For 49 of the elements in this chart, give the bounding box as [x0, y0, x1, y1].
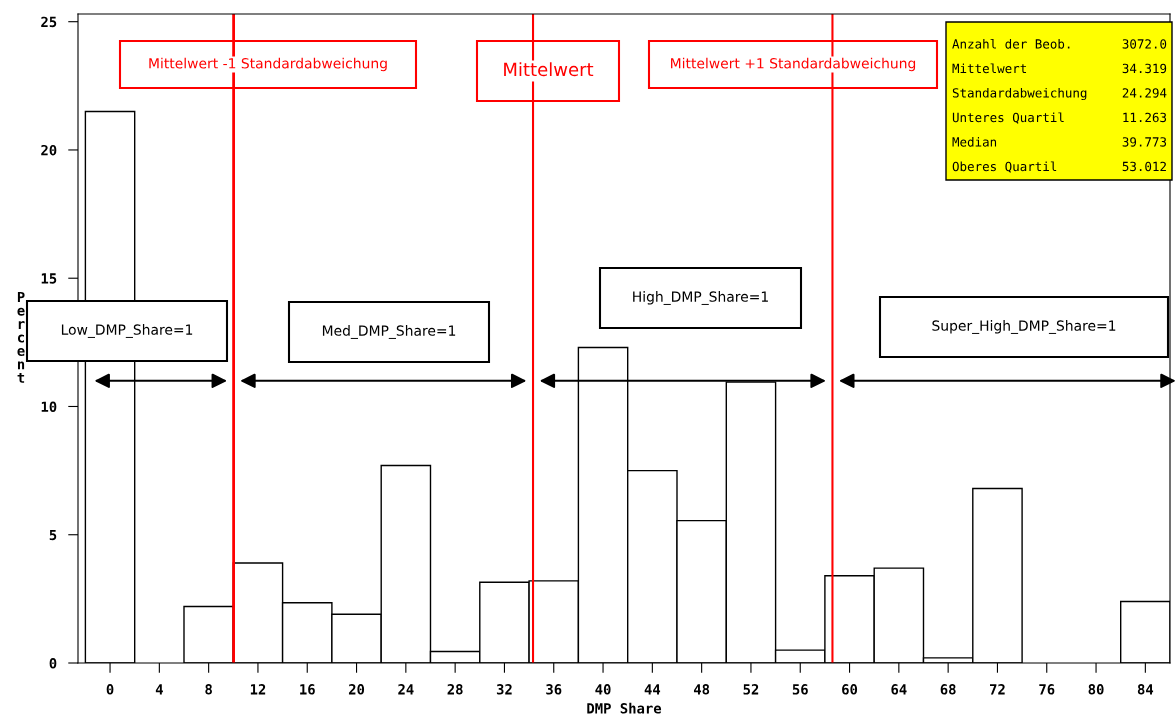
- annotation: 53.012: [1122, 161, 1166, 172]
- x-tick-label: 20: [348, 684, 365, 695]
- y-tick-label: 5: [49, 529, 57, 541]
- y-tick-label: 20: [41, 144, 57, 156]
- x-tick-label: 48: [693, 684, 710, 695]
- annotation: 39.773: [1122, 137, 1167, 147]
- x-tick-label: 16: [300, 684, 315, 695]
- x-tick-label: 80: [1088, 684, 1104, 695]
- annotation: Med_DMP_Share=1: [322, 325, 456, 339]
- annotation: 34.319: [1122, 63, 1167, 74]
- x-tick-label: 60: [842, 684, 858, 695]
- x-tick-label: 8: [205, 684, 212, 695]
- x-tick-label: 52: [743, 684, 759, 695]
- annotation: 11.263: [1123, 112, 1167, 123]
- y-axis-title: Percent: [17, 291, 25, 383]
- annotation: Low_DMP_Share=1: [61, 324, 193, 338]
- x-tick-label: 64: [891, 684, 907, 695]
- x-tick-label: 4: [155, 684, 163, 695]
- x-tick-label: 32: [496, 684, 512, 695]
- y-tick-label: 25: [41, 16, 57, 28]
- annotation: 24.294: [1122, 88, 1167, 98]
- x-tick-label: 56: [792, 684, 808, 695]
- annotation: Unteres Quartil: [952, 112, 1064, 124]
- x-tick-label: 0: [106, 684, 114, 695]
- annotation: 3072.0: [1122, 39, 1167, 49]
- x-tick-label: 68: [940, 684, 956, 695]
- x-axis-title: DMP Share: [587, 702, 662, 714]
- y-tick-label: 15: [41, 273, 57, 284]
- x-tick-label: 76: [1039, 684, 1055, 695]
- ref-line-label: Mittelwert: [504, 62, 594, 77]
- annotation: Oberes Quartil: [952, 161, 1057, 173]
- annotation: Super_High_DMP_Share=1: [932, 320, 1116, 334]
- annotation: Mittelwert: [952, 63, 1027, 74]
- x-tick-label: 36: [546, 684, 562, 695]
- x-tick-label: 44: [644, 684, 661, 695]
- x-tick-label: 24: [398, 684, 414, 695]
- x-tick-label: 28: [447, 684, 463, 695]
- x-tick-label: 12: [250, 684, 266, 695]
- annotation: Standardabweichung: [952, 87, 1087, 101]
- annotation: Anzahl der Beob.: [952, 38, 1070, 49]
- x-tick-label: 72: [990, 684, 1005, 695]
- annotation: High_DMP_Share=1: [633, 291, 768, 305]
- x-tick-label: 40: [595, 684, 611, 695]
- y-tick-label: 0: [49, 657, 57, 669]
- y-tick-label: 10: [41, 401, 57, 412]
- ref-line-label: Mittelwert +1 Standardabweichung: [671, 57, 916, 72]
- ref-line-label: Mittelwert -1 Standardabweichung: [149, 57, 387, 72]
- x-tick-label: 84: [1137, 684, 1154, 695]
- annotation: Median: [952, 136, 997, 147]
